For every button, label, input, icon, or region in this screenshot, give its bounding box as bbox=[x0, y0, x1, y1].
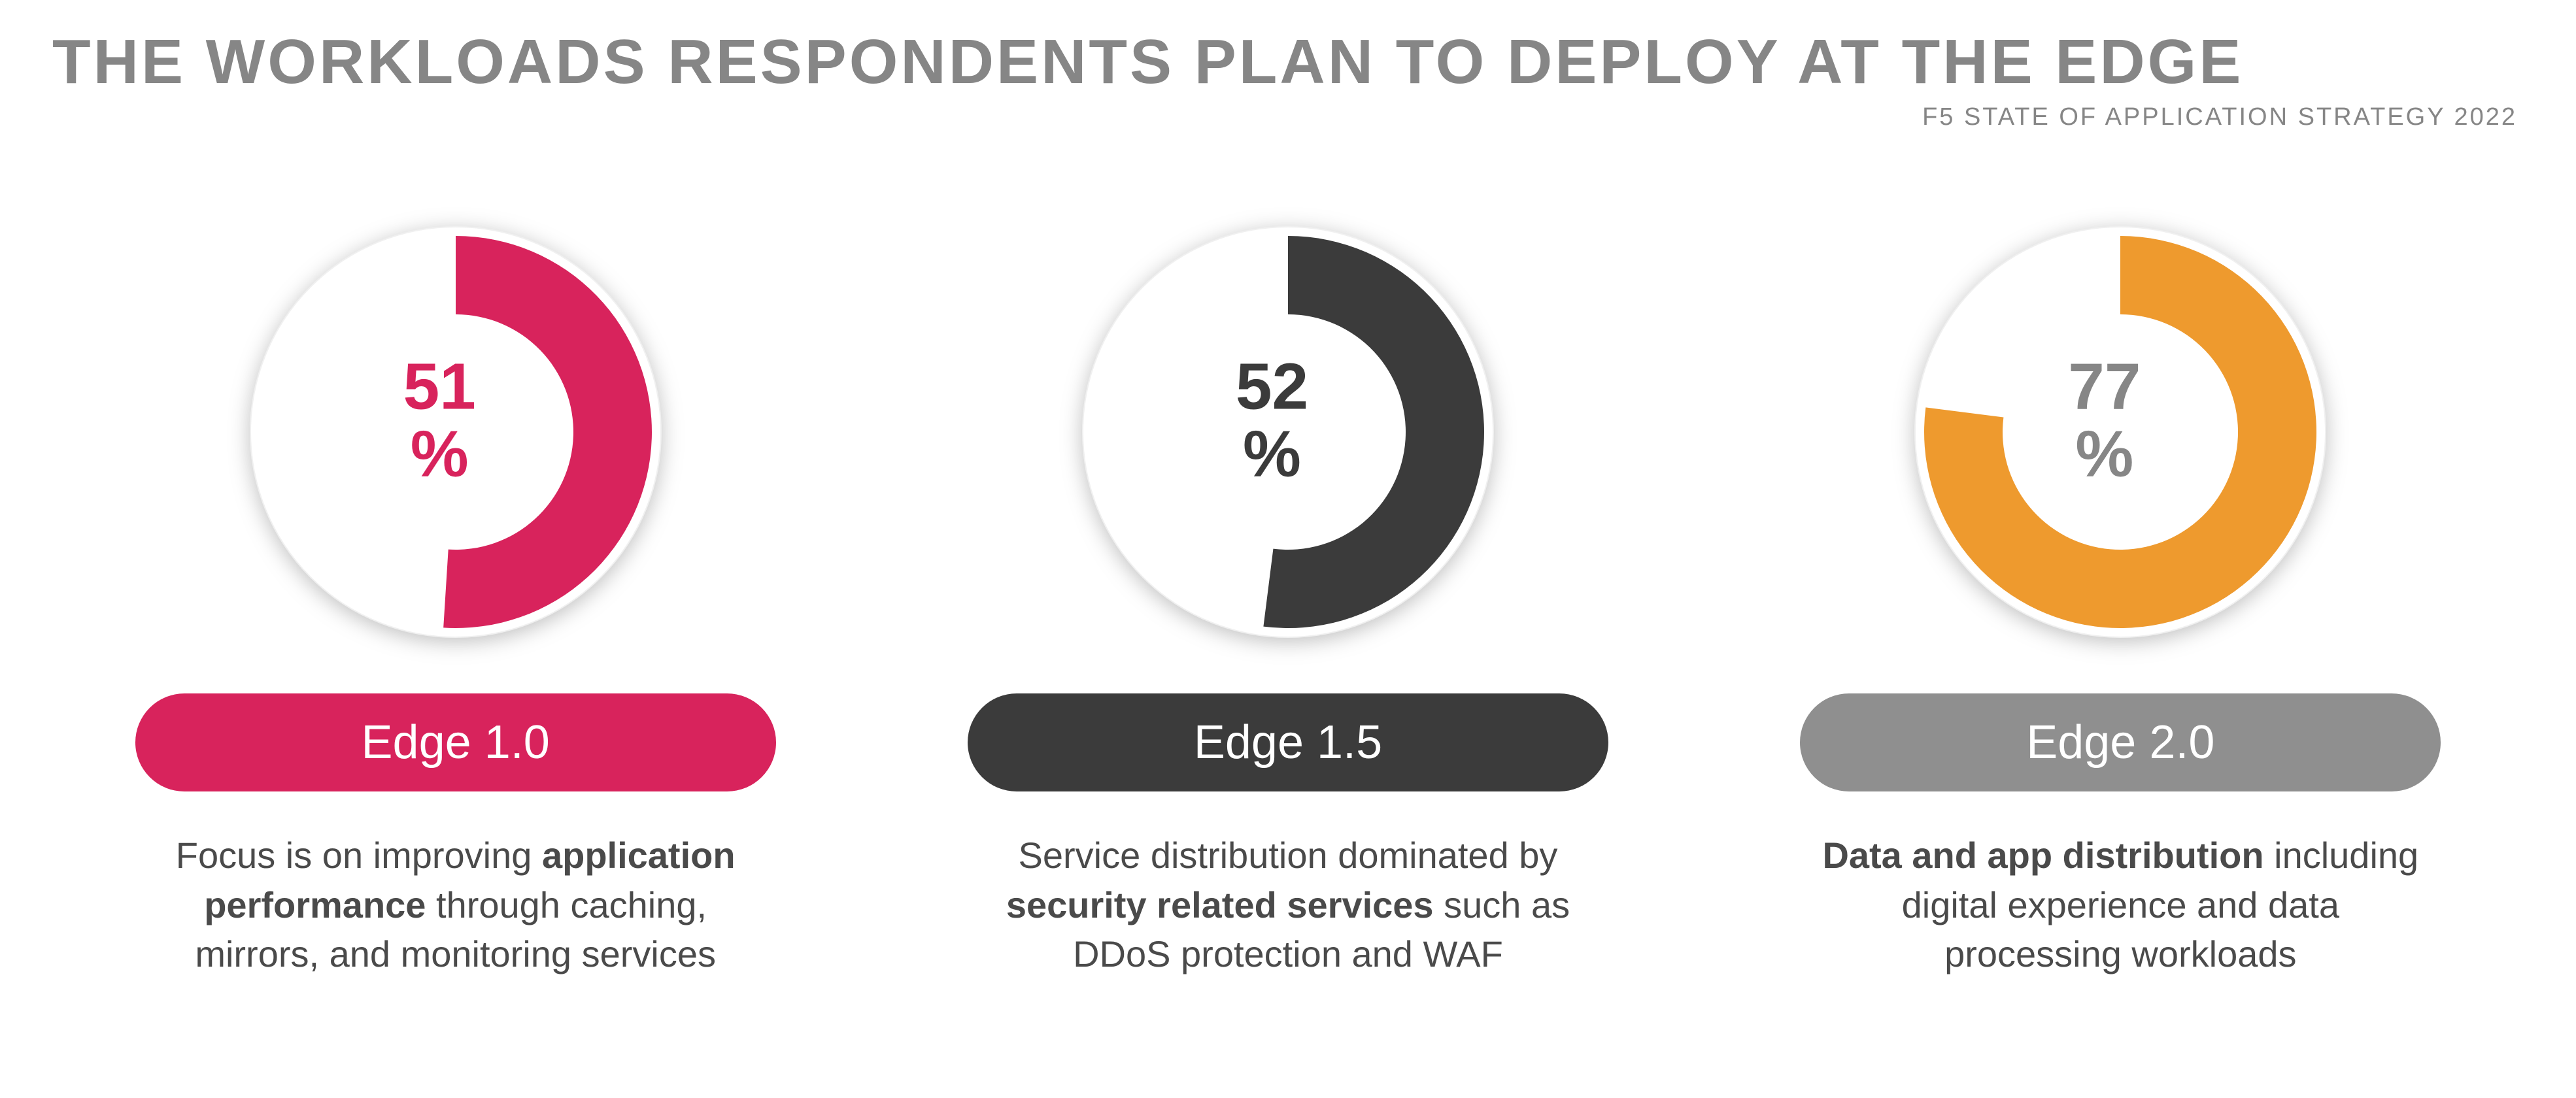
desc-pre-edge-1-0: Focus is on improving bbox=[176, 835, 542, 876]
donut-percent-symbol-edge-2-0: % bbox=[2068, 421, 2141, 486]
desc-pre-edge-1-5: Service distribution dominated by bbox=[1019, 835, 1558, 876]
pill-edge-2-0: Edge 2.0 bbox=[1800, 693, 2441, 791]
pill-edge-1-5: Edge 1.5 bbox=[968, 693, 1608, 791]
desc-edge-1-5: Service distribution dominated by securi… bbox=[987, 831, 1589, 979]
donut-value-edge-2-0: 77 bbox=[2068, 352, 2141, 421]
donut-label-edge-1-5: 52 % bbox=[1236, 352, 1308, 486]
panels-row: 51 % Edge 1.0 Focus is on improving appl… bbox=[52, 223, 2524, 979]
panel-edge-2-0: 77 % Edge 2.0 Data and app distribution … bbox=[1744, 223, 2498, 979]
donut-percent-symbol-edge-1-0: % bbox=[403, 421, 476, 486]
donut-label-edge-1-0: 51 % bbox=[403, 352, 476, 486]
pill-edge-1-0: Edge 1.0 bbox=[135, 693, 776, 791]
panel-edge-1-5: 52 % Edge 1.5 Service distribution domin… bbox=[911, 223, 1665, 979]
header: THE WORKLOADS RESPONDENTS PLAN TO DEPLOY… bbox=[52, 26, 2524, 131]
desc-edge-2-0: Data and app distribution including digi… bbox=[1820, 831, 2421, 979]
donut-edge-1-0: 51 % bbox=[246, 223, 665, 641]
panel-edge-1-0: 51 % Edge 1.0 Focus is on improving appl… bbox=[78, 223, 832, 979]
desc-bold-edge-1-5: security related services bbox=[1006, 884, 1434, 925]
donut-edge-1-5: 52 % bbox=[1079, 223, 1497, 641]
page-subtitle: F5 STATE OF APPLICATION STRATEGY 2022 bbox=[52, 103, 2524, 131]
donut-label-edge-2-0: 77 % bbox=[2068, 352, 2141, 486]
donut-edge-2-0: 77 % bbox=[1911, 223, 2330, 641]
page-title: THE WORKLOADS RESPONDENTS PLAN TO DEPLOY… bbox=[52, 26, 2524, 98]
desc-bold-edge-2-0: Data and app distribution bbox=[1822, 835, 2263, 876]
donut-value-edge-1-0: 51 bbox=[403, 352, 476, 421]
donut-percent-symbol-edge-1-5: % bbox=[1236, 421, 1308, 486]
desc-edge-1-0: Focus is on improving application perfor… bbox=[155, 831, 756, 979]
donut-value-edge-1-5: 52 bbox=[1236, 352, 1308, 421]
